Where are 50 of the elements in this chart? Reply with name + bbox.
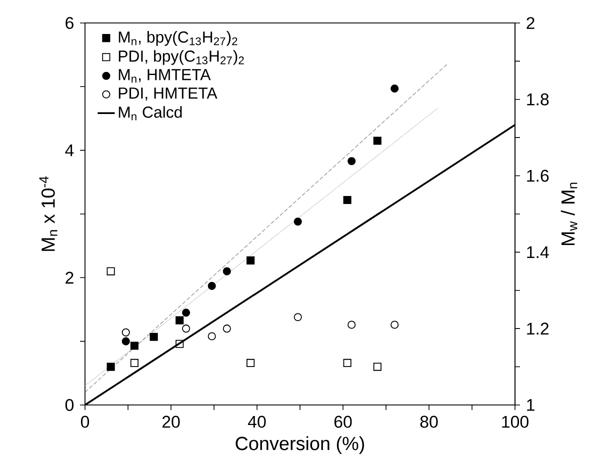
legend-label: PDI, bpy(C$_{13}$H$_{27}$)$_{2}$ bbox=[118, 50, 244, 65]
legend-label: M$_{n}$ Calcd bbox=[118, 106, 182, 120]
point bbox=[373, 362, 382, 371]
point bbox=[208, 332, 216, 340]
x-tick-label: 40 bbox=[248, 416, 266, 428]
point bbox=[348, 320, 356, 329]
point bbox=[122, 337, 130, 346]
y-tick-label: 6 bbox=[66, 16, 74, 29]
point bbox=[150, 332, 158, 341]
point bbox=[246, 256, 255, 264]
x-tick-label: 20 bbox=[162, 416, 180, 428]
point bbox=[222, 267, 231, 276]
point bbox=[106, 362, 115, 371]
point bbox=[176, 316, 184, 324]
point bbox=[182, 324, 190, 333]
y2-tick-label: 1.4 bbox=[527, 246, 549, 258]
y2-axis-title: M$_{w}$ / M$_{n}$ bbox=[560, 182, 578, 246]
point bbox=[390, 320, 399, 329]
point bbox=[208, 282, 216, 290]
y-tick-label: 2 bbox=[66, 272, 74, 284]
legend-label: PDI, HMTETA bbox=[118, 88, 218, 101]
x-tick-label: 80 bbox=[420, 416, 438, 428]
x-axis-title: Conversion (%) bbox=[236, 436, 364, 454]
point bbox=[294, 313, 302, 322]
point bbox=[246, 358, 255, 367]
point bbox=[294, 218, 302, 226]
x-tick-label: 100 bbox=[502, 416, 528, 428]
point bbox=[390, 84, 399, 93]
point bbox=[182, 308, 190, 317]
point bbox=[343, 196, 352, 204]
x-tick-label: 0 bbox=[80, 416, 90, 428]
legend-label: M$_{n}$, HMTETA bbox=[118, 69, 211, 83]
point bbox=[222, 324, 231, 333]
point bbox=[348, 157, 356, 166]
y2-tick-label: 2 bbox=[526, 17, 534, 29]
y-axis-title: M$_{n}$ x 10$^{-4}$ bbox=[39, 176, 58, 251]
y-tick-label: 0 bbox=[65, 398, 74, 411]
legend-label: M$_{n}$, bpy(C$_{13}$H$_{27}$)$_{2}$ bbox=[118, 30, 238, 46]
point bbox=[106, 267, 115, 276]
x-tick-label: 60 bbox=[334, 416, 352, 428]
y2-tick-label: 1.2 bbox=[527, 322, 549, 334]
y2-tick-label: 1 bbox=[527, 399, 534, 411]
point bbox=[130, 358, 138, 367]
point bbox=[122, 328, 130, 336]
point bbox=[130, 342, 138, 350]
y2-tick-label: 1.6 bbox=[527, 170, 549, 182]
point bbox=[343, 358, 352, 367]
point bbox=[373, 136, 382, 145]
y2-tick-label: 1.8 bbox=[527, 93, 549, 106]
y-tick-label: 4 bbox=[65, 144, 74, 156]
